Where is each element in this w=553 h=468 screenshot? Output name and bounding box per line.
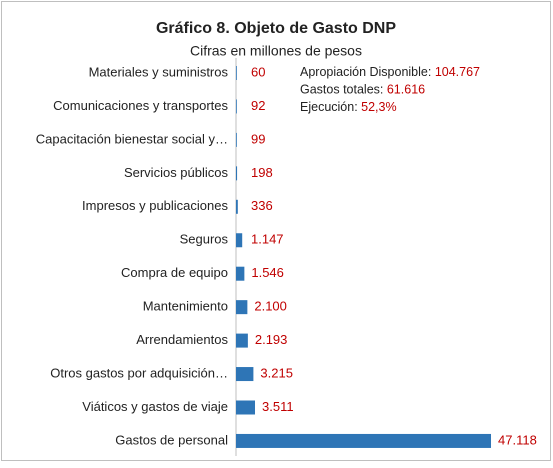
annotation-text: Apropiación Disponible: [300, 65, 435, 79]
bar [236, 166, 238, 181]
value-label: 1.546 [251, 265, 284, 280]
value-label: 99 [251, 131, 265, 146]
value-label: 3.511 [262, 399, 294, 414]
value-label: 1.147 [251, 232, 284, 247]
value-label: 198 [251, 165, 273, 180]
bar [236, 199, 238, 214]
annotation-value: 52,3% [361, 100, 396, 114]
bar [236, 99, 237, 114]
annotation-value: 104.767 [435, 65, 480, 79]
bar [236, 66, 237, 80]
category-label: Viáticos y gastos de viaje [82, 399, 228, 414]
annotation: Apropiación Disponible: 104.767 [300, 65, 480, 79]
bar [236, 233, 243, 248]
value-label: 2.100 [254, 299, 287, 314]
category-label: Capacitación bienestar social y… [36, 131, 228, 146]
category-label: Mantenimiento [143, 299, 228, 314]
chart-subtitle: Cifras en millones de pesos [190, 43, 362, 59]
category-label: Comunicaciones y transportes [53, 98, 228, 113]
category-label: Gastos de personal [115, 432, 228, 447]
bar [236, 433, 492, 448]
chart-frame [1, 1, 551, 461]
category-label: Servicios públicos [124, 165, 229, 180]
annotation-text: Ejecución: [300, 100, 361, 114]
category-label: Materiales y suministros [89, 64, 229, 79]
bar [236, 333, 248, 348]
bar [236, 367, 254, 382]
category-label: Arrendamientos [136, 332, 228, 347]
annotation-text: Gastos totales: [300, 83, 387, 97]
annotation: Gastos totales: 61.616 [300, 83, 425, 97]
value-label: 60 [251, 64, 265, 79]
category-label: Seguros [180, 232, 229, 247]
category-label: Compra de equipo [121, 265, 228, 280]
category-label: Impresos y publicaciones [82, 198, 228, 213]
bar [236, 266, 245, 281]
annotation-value: 61.616 [387, 83, 425, 97]
bar [236, 400, 256, 415]
value-label: 92 [251, 98, 265, 113]
chart-title: Gráfico 8. Objeto de Gasto DNP [156, 20, 396, 37]
value-label: 2.193 [255, 332, 288, 347]
bar [236, 132, 237, 147]
value-label: 3.215 [260, 365, 293, 380]
value-label: 47.118 [498, 432, 537, 447]
bar [236, 300, 248, 315]
value-label: 336 [251, 198, 273, 213]
annotation: Ejecución: 52,3% [300, 100, 397, 114]
category-label: Otros gastos por adquisición… [50, 365, 228, 380]
